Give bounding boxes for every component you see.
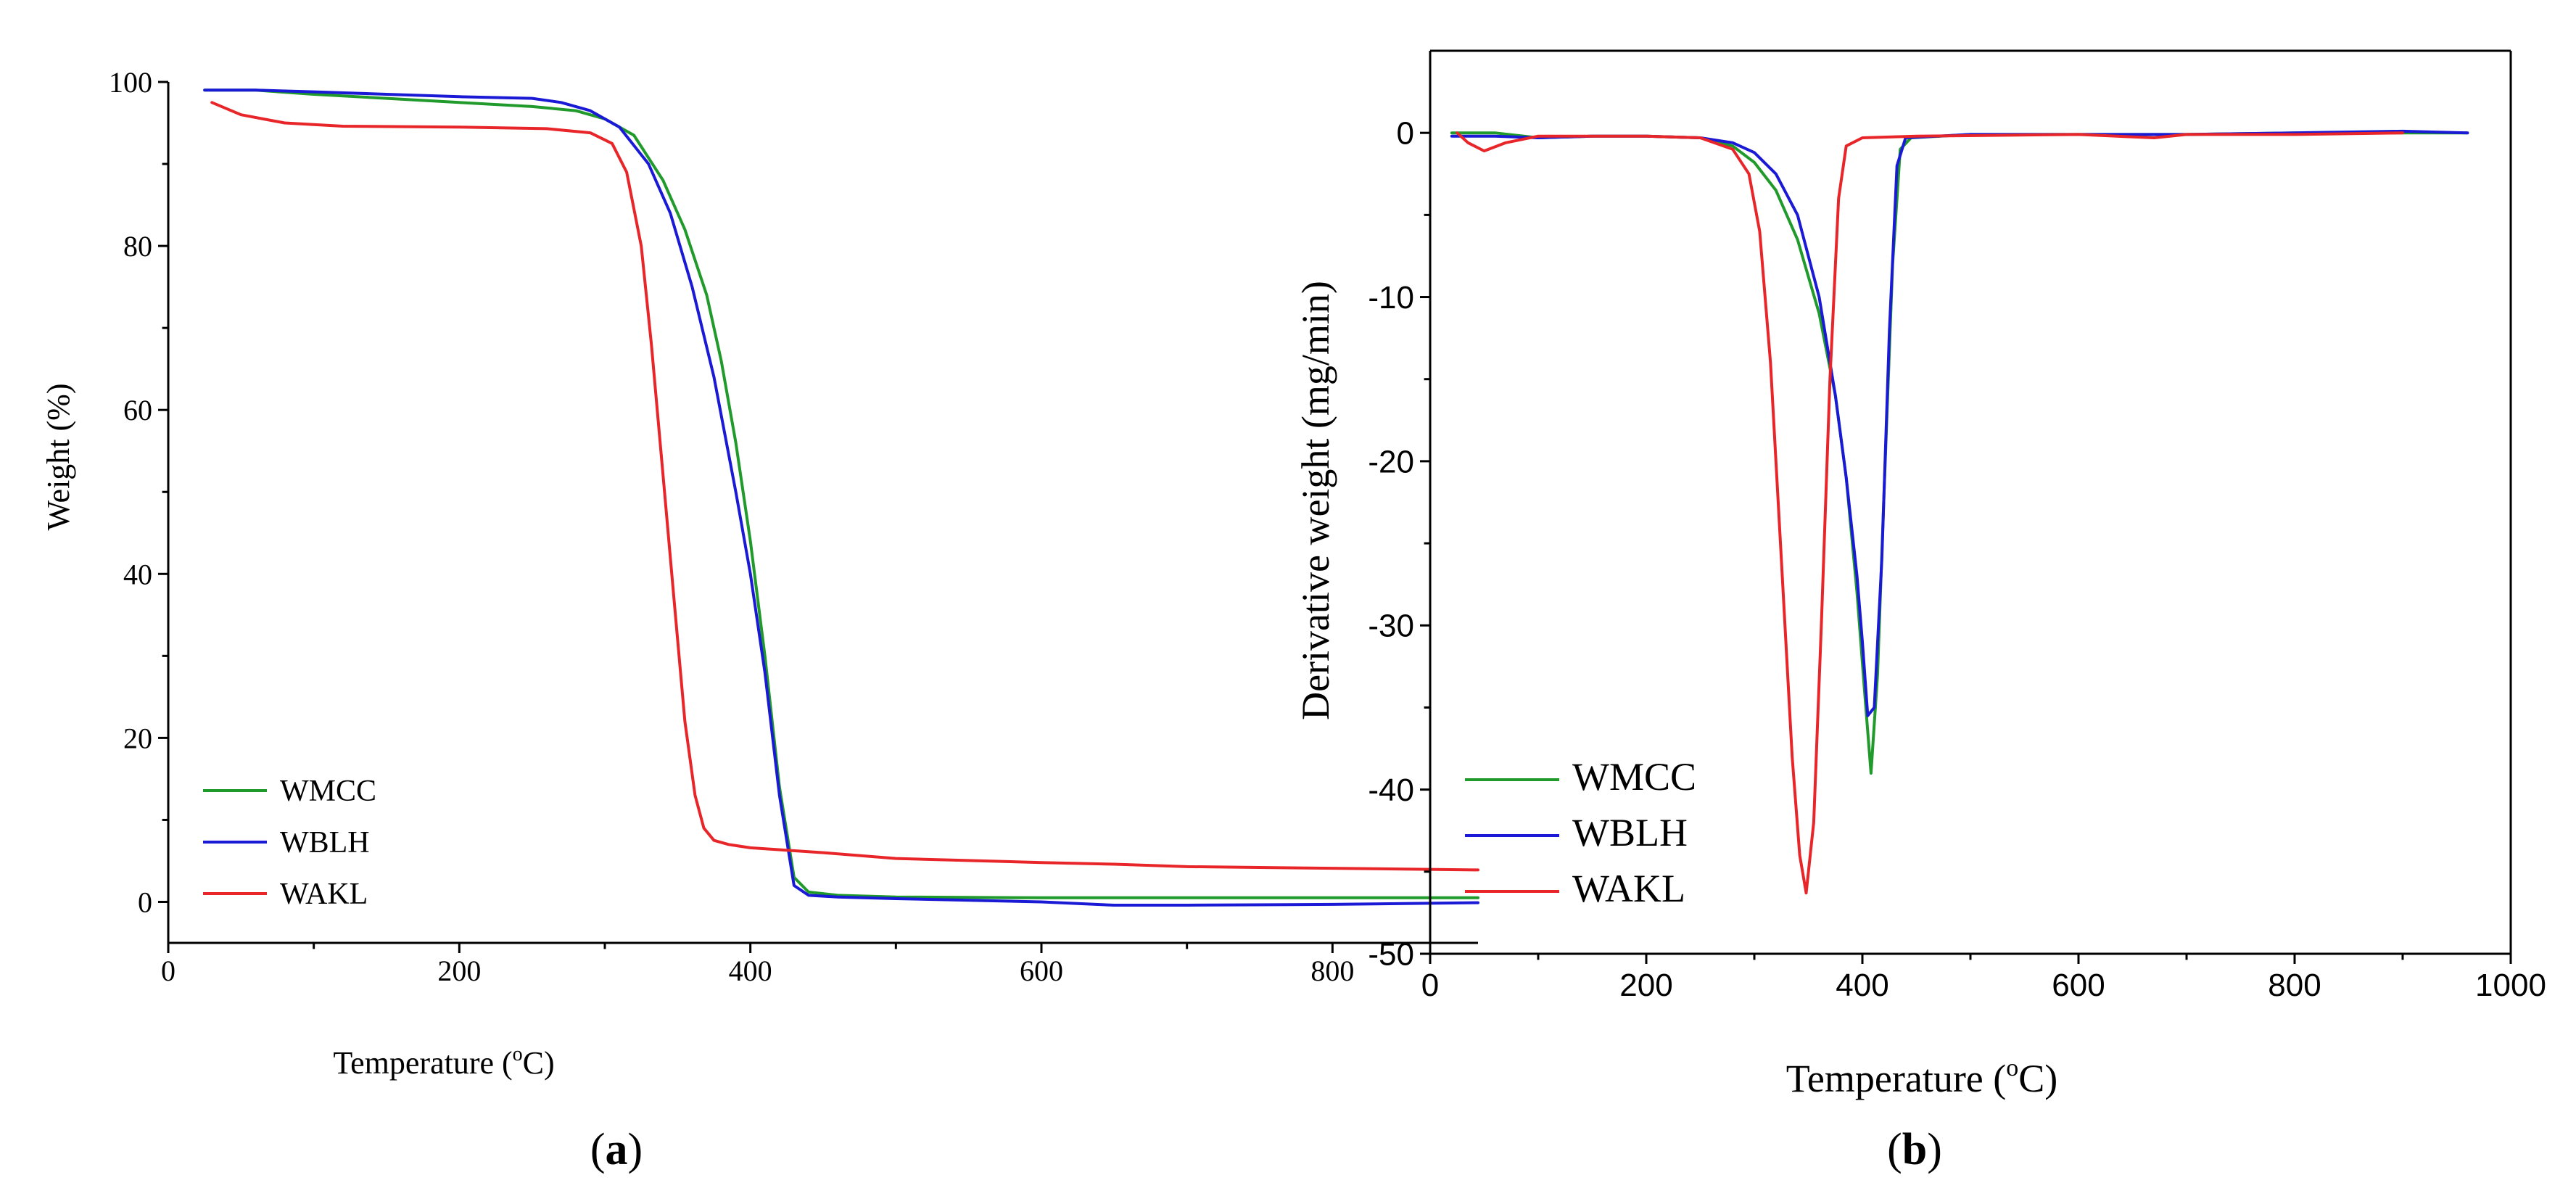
- panel-a-x-tick-label: 400: [729, 954, 772, 987]
- panel-a-y-tick-label: 0: [138, 886, 152, 918]
- panel-a-chart: 0 200 400 600 800 0 20 40 60 80 100 Temperature (o…: [41, 66, 1479, 1174]
- panel-a-x-tick-label: 0: [161, 954, 176, 987]
- panel-a-series-wmcc: [203, 88, 1479, 899]
- panel-b-legend-label-wblh: WBLH: [1572, 811, 1688, 854]
- panel-a-label-letter: a: [606, 1125, 628, 1174]
- panel-a-legend-label-wblh: WBLH: [280, 826, 370, 859]
- panel-b-label: (b): [1887, 1125, 1942, 1174]
- panel-b-x-tick-label: 400: [1836, 968, 1888, 1003]
- panel-b-legend-label-wakl: WAKL: [1572, 867, 1685, 910]
- panel-b-series-wblh: [1450, 129, 2469, 717]
- panel-a-x-tick-label: 800: [1310, 954, 1354, 987]
- panel-b-y-tick-label: -40: [1368, 772, 1414, 808]
- panel-b-x-axis-title-main: Temperature (: [1786, 1057, 2007, 1100]
- panel-b-series-wmcc: [1450, 131, 2469, 775]
- panel-b-x-axis-title-sup: o: [2006, 1055, 2018, 1081]
- panel-a-x-axis-title-main: Temperature (: [333, 1045, 512, 1081]
- panel-a-y-tick-label: 60: [123, 394, 152, 426]
- panel-b-x-tick-label: 600: [2052, 968, 2105, 1003]
- panel-b-y-tick-label: -50: [1368, 936, 1414, 972]
- panel-b-series-wakl: [1456, 131, 2404, 895]
- panel-a-y-axis-title: Weight (%): [41, 384, 76, 531]
- panel-b-y-tick-label: 0: [1397, 116, 1414, 152]
- panel-b-x-tick-label: 800: [2268, 968, 2321, 1003]
- panel-a-y-tick-label: 40: [123, 558, 152, 590]
- panel-a-series-wblh: [203, 88, 1479, 907]
- panel-a-x-tick-label: 200: [437, 954, 481, 987]
- panel-a-legend-label-wmcc: WMCC: [280, 775, 376, 808]
- panel-a-x-axis-title: Temperature (oC): [333, 1043, 554, 1081]
- panel-a-series-wakl: [210, 101, 1479, 872]
- panel-b-x-tick-label: 0: [1421, 968, 1439, 1003]
- panel-a-x-axis-title-tail: C): [523, 1045, 555, 1081]
- panel-a-legend-label-wakl: WAKL: [280, 878, 368, 911]
- panel-a-y-tick-label: 100: [109, 66, 152, 99]
- panel-a-label: (a): [590, 1125, 643, 1174]
- panel-b-x-tick-label: 200: [1619, 968, 1672, 1003]
- panel-a-x-axis-title-sup: o: [513, 1043, 523, 1065]
- panel-b-legend: WMCC WBLH WAKL: [1465, 755, 1696, 910]
- panel-b-y-tick-label: -20: [1368, 444, 1414, 479]
- panel-b-y-tick-label: -30: [1368, 609, 1414, 644]
- panel-b-x-axis-title-tail: C): [2018, 1057, 2057, 1100]
- panel-b-x-axis-title: Temperature (oC): [1786, 1055, 2058, 1100]
- panel-b-x-tick-label: 1000: [2475, 968, 2546, 1003]
- panel-a-y-tick-label: 20: [123, 722, 152, 754]
- panel-b-y-tick-label: -10: [1368, 280, 1414, 316]
- panel-b-legend-label-wmcc: WMCC: [1572, 755, 1696, 799]
- panel-b-label-letter: b: [1902, 1125, 1927, 1174]
- panel-b-y-axis-title: Derivative weight (mg/min): [1294, 281, 1337, 720]
- panel-a-x-tick-label: 600: [1020, 954, 1063, 987]
- panel-b-chart: 0 200 400 600 800 1000 0 -10 -20 -30 -40 -50 Temper…: [1294, 49, 2546, 1174]
- panel-a-legend: WMCC WBLH WAKL: [203, 775, 376, 911]
- panel-a-y-tick-label: 80: [123, 230, 152, 263]
